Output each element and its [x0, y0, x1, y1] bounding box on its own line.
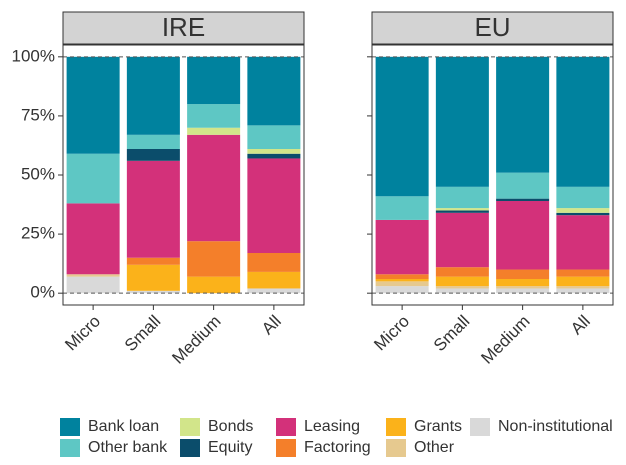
bar-segment: [496, 198, 550, 201]
bar-segment: [247, 253, 301, 272]
bar-segment: [375, 274, 429, 279]
legend-key: [276, 418, 296, 436]
legend-label: Leasing: [304, 418, 360, 435]
facet-title: IRE: [162, 12, 205, 42]
bar-segment: [496, 56, 550, 173]
legend-key: [180, 439, 200, 457]
legend-label: Bonds: [208, 418, 253, 435]
y-tick-label: 50%: [21, 164, 55, 183]
bar-segment: [375, 219, 429, 275]
facet-title: EU: [474, 12, 510, 42]
bar-segment: [435, 212, 489, 268]
bar-segment: [556, 186, 610, 209]
strip: [371, 11, 614, 45]
legend-key: [386, 439, 406, 457]
legend-label: Other bank: [88, 439, 168, 456]
bar-segment: [435, 288, 489, 294]
bar-segment: [66, 153, 120, 204]
bar-segment: [435, 267, 489, 277]
bar-segment: [126, 56, 180, 135]
legend-key: [386, 418, 406, 436]
x-tick-label: Micro: [61, 312, 104, 355]
legend-label: Other: [414, 439, 455, 456]
bar-segment: [247, 153, 301, 159]
bar-segment: [496, 279, 550, 287]
bar-segment: [556, 56, 610, 187]
bar-segment: [126, 264, 180, 291]
y-tick-label: 100%: [12, 46, 55, 65]
bar-segment: [247, 271, 301, 289]
bar-segment: [126, 257, 180, 265]
bar-segment: [247, 149, 301, 154]
bar-segment: [66, 276, 120, 294]
bar-segment: [556, 212, 610, 216]
legend-key: [470, 418, 490, 436]
y-tick-label: 25%: [21, 224, 55, 243]
bar-segment: [187, 104, 241, 128]
bar-segment: [496, 288, 550, 294]
bar-segment: [126, 134, 180, 149]
bar-segment: [66, 56, 120, 154]
strip: [62, 11, 305, 45]
bar-segment: [435, 186, 489, 209]
bar-segment: [375, 196, 429, 220]
bar-segment: [126, 149, 180, 161]
x-tick-label: Medium: [477, 312, 533, 368]
x-tick-label: Micro: [370, 312, 413, 355]
bar-segment: [247, 158, 301, 253]
bar-segment: [556, 288, 610, 294]
y-tick-label: 75%: [21, 105, 55, 124]
bar-segment: [187, 276, 241, 294]
legend-label: Bank loan: [88, 418, 159, 435]
bar-segment: [375, 281, 429, 287]
bar-segment: [496, 286, 550, 289]
bar-segment: [435, 210, 489, 213]
x-tick-label: All: [567, 312, 594, 339]
legend-label: Equity: [208, 439, 252, 456]
bar-segment: [435, 276, 489, 287]
bar-segment: [375, 286, 429, 294]
legend-key: [60, 439, 80, 457]
bar-segment: [435, 208, 489, 211]
bar-segment: [247, 125, 301, 149]
x-tick-label: All: [258, 312, 285, 339]
legend-label: Non-institutional: [498, 418, 613, 435]
panel-border: [62, 44, 305, 306]
bar-segment: [556, 208, 610, 213]
bar-segment: [375, 56, 429, 197]
bar-segment: [556, 286, 610, 289]
x-tick-label: Small: [121, 312, 164, 355]
legend-key: [180, 418, 200, 436]
bar-segment: [66, 274, 120, 277]
legend-key: [276, 439, 296, 457]
y-tick-label: 0%: [30, 283, 55, 302]
bar-segment: [375, 279, 429, 282]
bar-segment: [187, 127, 241, 135]
bar-segment: [496, 201, 550, 270]
x-tick-label: Medium: [168, 312, 224, 368]
bar-segment: [187, 56, 241, 105]
bar-segment: [126, 160, 180, 258]
bar-segment: [435, 286, 489, 289]
bar-segment: [496, 269, 550, 279]
bar-segment: [247, 288, 301, 294]
bar-segment: [187, 134, 241, 242]
bar-segment: [556, 276, 610, 287]
x-tick-label: Small: [430, 312, 473, 355]
bar-segment: [496, 172, 550, 199]
bar-segment: [126, 290, 180, 294]
bar-segment: [556, 269, 610, 277]
legend-label: Factoring: [304, 439, 371, 456]
legend-label: Grants: [414, 418, 462, 435]
bar-segment: [435, 56, 489, 187]
bar-segment: [66, 203, 120, 275]
panel-border: [371, 44, 614, 306]
bar-segment: [247, 56, 301, 126]
bar-segment: [556, 215, 610, 270]
bar-segment: [187, 241, 241, 277]
legend-key: [60, 418, 80, 436]
